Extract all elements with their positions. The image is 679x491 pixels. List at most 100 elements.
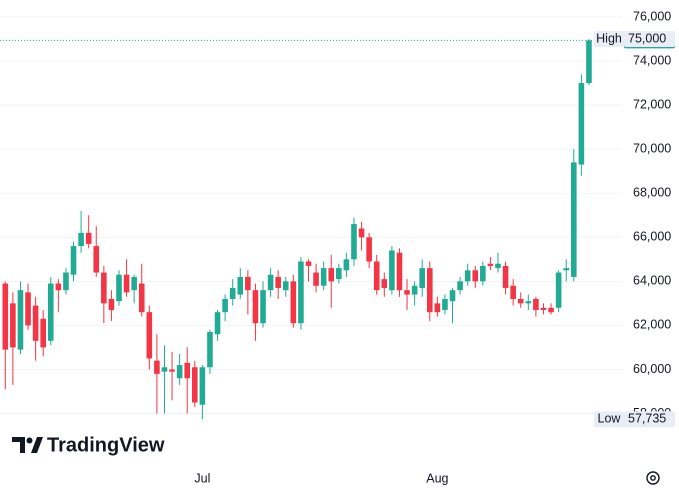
candle-body bbox=[442, 298, 448, 310]
candle-body bbox=[10, 303, 16, 348]
candle-body bbox=[199, 367, 206, 405]
logo-icon bbox=[31, 437, 43, 453]
candle-body bbox=[404, 290, 410, 295]
candle-body bbox=[578, 83, 585, 165]
candle-body bbox=[313, 272, 319, 286]
candle-body bbox=[275, 276, 281, 288]
candle-body bbox=[586, 40, 592, 84]
candle-body bbox=[487, 263, 494, 266]
logo: TradingView bbox=[12, 434, 165, 456]
y-tick-label: 60,000 bbox=[633, 362, 671, 376]
candle-body bbox=[85, 232, 92, 244]
candle-body bbox=[298, 261, 304, 324]
candle-body bbox=[260, 290, 266, 324]
marker-value-box bbox=[624, 30, 675, 47]
candle-body bbox=[63, 272, 69, 291]
candle-body bbox=[2, 283, 9, 350]
candle-body bbox=[480, 265, 486, 282]
candle-body bbox=[101, 272, 107, 304]
marker-label: Low bbox=[598, 412, 622, 426]
settings-button[interactable] bbox=[646, 471, 660, 485]
candle-body bbox=[525, 301, 532, 304]
y-tick-label: 72,000 bbox=[633, 97, 671, 111]
candle-body bbox=[389, 250, 395, 291]
candle-body bbox=[184, 362, 191, 379]
settings-icon[interactable] bbox=[650, 475, 656, 481]
marker-box bbox=[594, 411, 624, 428]
candle-body bbox=[472, 270, 479, 282]
settings-icon[interactable] bbox=[646, 471, 660, 485]
candle-body bbox=[245, 276, 251, 291]
candle-body bbox=[336, 268, 342, 280]
candle-body bbox=[517, 298, 524, 304]
candle-body bbox=[161, 367, 168, 372]
candle-body bbox=[123, 274, 130, 293]
x-tick-label: Aug bbox=[426, 471, 448, 485]
candle-body bbox=[320, 268, 327, 286]
candle-body bbox=[70, 246, 77, 275]
candle-body bbox=[555, 272, 562, 308]
x-tick-label: Jul bbox=[194, 471, 210, 485]
candle-body bbox=[290, 281, 297, 324]
candle-body bbox=[154, 360, 160, 374]
candle-body bbox=[93, 246, 100, 273]
candle-body bbox=[411, 285, 418, 295]
candle-body bbox=[548, 307, 554, 313]
candle-body bbox=[449, 290, 456, 302]
candle-body bbox=[40, 318, 46, 348]
candle-body bbox=[343, 259, 350, 271]
logo-icon bbox=[26, 437, 33, 444]
logo-icon bbox=[12, 437, 25, 453]
marker-box bbox=[594, 30, 624, 47]
marker-value: 57,735 bbox=[628, 412, 666, 426]
y-tick-label: 74,000 bbox=[633, 53, 671, 67]
candle-body bbox=[17, 290, 24, 350]
y-tick-label: 66,000 bbox=[633, 230, 671, 244]
candle-body bbox=[305, 261, 312, 266]
candle-body bbox=[366, 237, 372, 262]
candle-body bbox=[419, 268, 425, 288]
candle-body bbox=[563, 268, 570, 271]
marker-value: 75,000 bbox=[628, 31, 666, 45]
candle-body bbox=[457, 281, 463, 291]
candle-body bbox=[192, 367, 198, 403]
candle-body bbox=[381, 279, 388, 288]
candle-body bbox=[464, 270, 471, 282]
candle-body bbox=[207, 332, 213, 368]
candle-body bbox=[108, 298, 115, 310]
candle-body bbox=[533, 298, 539, 310]
candle-body bbox=[222, 298, 228, 313]
candle-body bbox=[138, 283, 145, 313]
candle-body bbox=[169, 369, 175, 372]
candle-body bbox=[358, 228, 365, 238]
candle-body bbox=[116, 274, 122, 302]
candle-body bbox=[571, 162, 577, 277]
candle-body bbox=[78, 232, 84, 247]
candle-body bbox=[214, 312, 221, 335]
candle-body bbox=[176, 365, 183, 379]
watermark: TradingView bbox=[47, 434, 165, 456]
candle-body bbox=[434, 303, 441, 313]
candle-body bbox=[540, 307, 547, 310]
candle-body bbox=[229, 287, 236, 299]
candle-body bbox=[282, 281, 289, 291]
candle-body bbox=[55, 283, 62, 291]
candle-body bbox=[328, 268, 335, 282]
y-tick-label: 70,000 bbox=[633, 141, 671, 155]
candle-body bbox=[267, 274, 274, 291]
candle-body bbox=[495, 263, 501, 269]
marker-value-box bbox=[624, 411, 675, 428]
candle-body bbox=[131, 276, 137, 291]
candle-body bbox=[351, 224, 357, 260]
y-tick-label: 62,000 bbox=[633, 318, 671, 332]
candle-body bbox=[502, 265, 509, 288]
candle-body bbox=[237, 276, 244, 295]
candle-body bbox=[426, 268, 433, 313]
candle-body bbox=[146, 312, 153, 359]
candle-body bbox=[510, 285, 516, 299]
candle-body bbox=[32, 305, 39, 341]
candle-body bbox=[252, 290, 259, 324]
candle-body bbox=[25, 292, 31, 326]
candle-body bbox=[47, 283, 54, 341]
